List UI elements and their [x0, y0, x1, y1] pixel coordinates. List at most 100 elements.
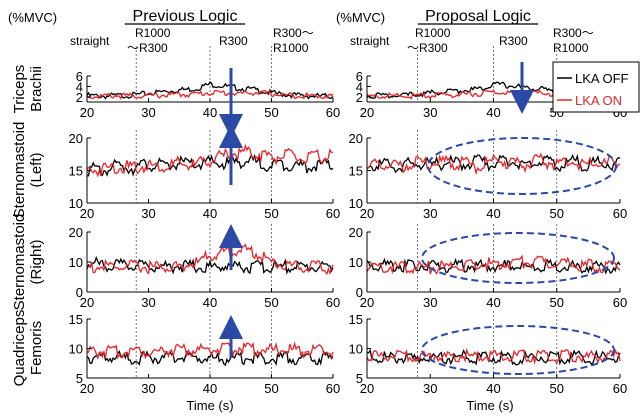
phase-label-r300-tilde-left: R300〜 — [273, 26, 314, 40]
y-tick-label: 20 — [349, 131, 363, 146]
y-tick-label: 10 — [349, 342, 363, 357]
column-title-previous: Previous Logic — [133, 8, 238, 25]
y-tick-label: 5 — [356, 371, 363, 386]
row-label-line1: Sternomastoid — [11, 214, 28, 311]
x-tick-label: 40 — [486, 295, 500, 310]
x-tick-label: 40 — [203, 206, 217, 221]
x-tick-label: 50 — [550, 206, 564, 221]
row-label-line2: (Left) — [28, 152, 45, 187]
phase-label-r1000-end-right: R1000 — [553, 41, 589, 55]
series-line-lka-on — [86, 89, 334, 100]
x-tick-label: 40 — [486, 381, 500, 396]
y-tick-label: 20 — [69, 131, 83, 146]
row-label-line1: Triceps — [11, 65, 28, 114]
series-line-lka-off — [366, 153, 621, 174]
series-line-lka-on — [366, 152, 621, 176]
x-tick-label: 40 — [486, 206, 500, 221]
series-line-lka-off — [366, 257, 621, 275]
y-tick-label: 6 — [76, 69, 83, 84]
x-tick-label: 20 — [80, 105, 94, 120]
y-tick-label: 4 — [356, 79, 363, 94]
panel-proposal-stern-right: 0 10 20 20 30 40 50 60 — [349, 224, 627, 310]
y-tick-label: 10 — [69, 255, 83, 270]
series-line-lka-on — [366, 347, 621, 365]
phase-label-r1000-end-left: R1000 — [273, 41, 309, 55]
x-tick-label: 30 — [423, 105, 437, 120]
series-line-lka-off — [86, 153, 334, 177]
y-tick-label: 15 — [349, 312, 363, 327]
row-label-line2: Brachii — [28, 66, 45, 112]
row-label-1: Sternomastoid (Left) — [11, 122, 45, 219]
x-tick-label: 20 — [360, 206, 374, 221]
phase-label-r300-tilde-right: R300〜 — [553, 26, 594, 40]
x-tick-label: 60 — [326, 105, 340, 120]
x-tick-label: 20 — [80, 206, 94, 221]
panel-previous-stern-left: 10 15 20 20 30 40 50 60 — [69, 130, 340, 221]
series-line-lka-off — [86, 350, 334, 367]
x-tick-label: 50 — [264, 381, 278, 396]
x-tick-label: 20 — [360, 381, 374, 396]
x-tick-label: 60 — [326, 206, 340, 221]
x-tick-label: 60 — [613, 206, 627, 221]
row-label-0: Triceps Brachii — [11, 65, 45, 114]
x-tick-label: 30 — [141, 295, 155, 310]
unit-label-left: (%MVC) — [8, 10, 57, 25]
x-tick-label: 40 — [486, 105, 500, 120]
legend: LKA OFF LKA ON — [552, 61, 640, 113]
panel-previous-quadriceps: 5 10 15 20 30 40 50 60 — [69, 311, 340, 396]
x-tick-label: 30 — [141, 381, 155, 396]
series-line-lka-on — [86, 243, 334, 276]
y-tick-label: 20 — [349, 225, 363, 240]
phase-label-r1000-r300-left: 〜R300 — [127, 41, 168, 55]
panel-previous-triceps: 246 20 30 40 50 60 — [76, 46, 340, 120]
x-tick-label: 30 — [141, 105, 155, 120]
x-tick-label: 30 — [423, 295, 437, 310]
x-tick-label: 50 — [264, 295, 278, 310]
x-tick-label: 60 — [613, 295, 627, 310]
x-axis-label-right: Time (s) — [466, 398, 513, 413]
y-tick-label: 2 — [356, 90, 363, 105]
x-tick-label: 40 — [203, 295, 217, 310]
row-label-line1: Sternomastoid — [11, 122, 28, 219]
row-label-line2: (Right) — [28, 239, 45, 284]
y-tick-label: 5 — [76, 371, 83, 386]
y-tick-label: 15 — [349, 164, 363, 179]
series-line-lka-off — [366, 348, 621, 366]
y-tick-label: 10 — [349, 196, 363, 211]
series-line-lka-on — [86, 143, 334, 178]
dashed-ellipse-1 — [421, 232, 615, 284]
legend-box — [552, 61, 640, 113]
x-tick-label: 50 — [264, 105, 278, 120]
series-line-lka-off — [86, 255, 334, 276]
x-tick-label: 50 — [550, 295, 564, 310]
x-tick-label: 20 — [80, 381, 94, 396]
legend-label: LKA OFF — [575, 71, 629, 86]
panel-proposal-quadriceps: 5 10 15 20 30 40 50 60 — [349, 311, 627, 396]
row-label-2: Sternomastoid (Right) — [11, 214, 45, 311]
y-tick-label: 10 — [69, 342, 83, 357]
y-tick-label: 15 — [69, 164, 83, 179]
x-tick-label: 20 — [360, 295, 374, 310]
x-tick-label: 30 — [423, 206, 437, 221]
y-tick-label: 0 — [356, 285, 363, 300]
panel-proposal-stern-left: 10 15 20 20 30 40 50 60 — [349, 130, 627, 221]
panel-previous-stern-right: 0 10 20 20 30 40 50 60 — [69, 224, 340, 310]
y-tick-label: 15 — [69, 312, 83, 327]
row-label-line2: Femoris — [28, 321, 45, 375]
x-tick-label: 40 — [203, 381, 217, 396]
x-tick-label: 50 — [264, 206, 278, 221]
y-tick-label: 0 — [76, 285, 83, 300]
x-tick-label: 60 — [613, 381, 627, 396]
y-tick-label: 10 — [69, 196, 83, 211]
y-tick-label: 4 — [76, 79, 83, 94]
phase-label-r300-left: R300 — [219, 34, 248, 48]
unit-label-right: (%MVC) — [336, 10, 385, 25]
y-tick-label: 6 — [356, 69, 363, 84]
dashed-ellipse-0 — [427, 137, 617, 195]
series-line-lka-on — [86, 341, 334, 360]
row-label-3: Quadriceps Femoris — [11, 310, 45, 387]
series-line-lka-on — [366, 254, 621, 275]
series-line-lka-off — [86, 81, 334, 100]
